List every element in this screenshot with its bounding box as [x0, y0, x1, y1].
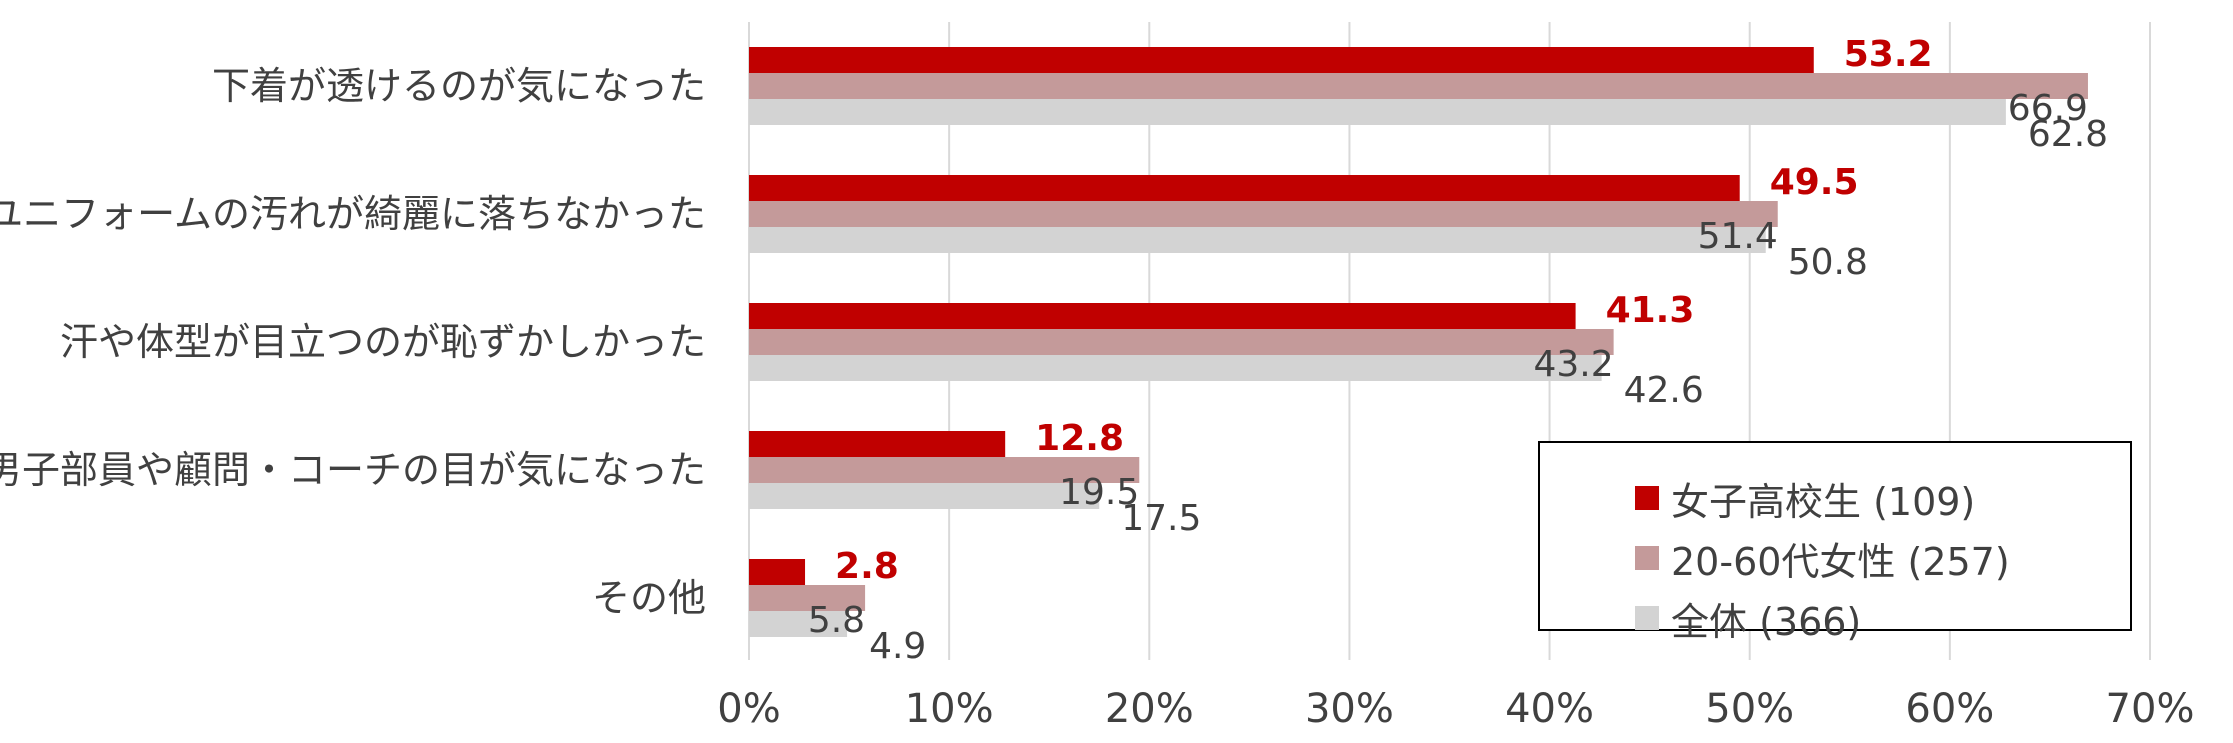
- bar: [749, 431, 1006, 457]
- data-label: 12.8: [1035, 418, 1124, 459]
- legend-item-series-3: 全体 (366): [1635, 593, 1862, 644]
- x-tick-label: 30%: [1305, 686, 1394, 732]
- bar: [749, 175, 1740, 201]
- data-label: 66.9: [2008, 88, 2088, 129]
- bar: [749, 611, 848, 637]
- x-tick-label: 70%: [2106, 686, 2195, 732]
- data-label: 49.5: [1770, 162, 1859, 203]
- bar: [749, 483, 1100, 509]
- data-label: 42.6: [1624, 370, 1704, 411]
- bar: [749, 201, 1778, 227]
- data-label: 53.2: [1844, 34, 1933, 75]
- bar: [749, 559, 806, 585]
- data-label: 4.9: [869, 626, 926, 667]
- legend-swatch-series-3: [1635, 606, 1659, 630]
- legend: 女子高校生 (109) 20-60代女性 (257) 全体 (366): [1538, 441, 2132, 644]
- category-label: その他: [592, 576, 706, 620]
- x-tick-labels: 0% 10% 20% 30% 40% 50% 60% 70%: [717, 686, 2194, 732]
- bar: [749, 99, 2006, 125]
- legend-label-series-2: 20-60代女性 (257): [1671, 539, 2010, 584]
- bars: [749, 47, 2088, 637]
- legend-label-series-3: 全体 (366): [1671, 599, 1862, 644]
- x-tick-label: 0%: [717, 686, 780, 732]
- x-tick-label: 50%: [1705, 686, 1794, 732]
- bar: [749, 227, 1766, 253]
- bar: [749, 355, 1602, 381]
- value-labels: 53.2 66.962.8 49.5 51.450.8 41.3 43.2 42.6 12.8…: [808, 34, 2108, 667]
- data-label: 5.8: [808, 600, 865, 641]
- bar: [749, 73, 2088, 99]
- bar: [749, 47, 1814, 73]
- data-label: 62.8: [2028, 114, 2108, 155]
- bar: [749, 585, 866, 611]
- category-label: 男子部員や顧問・コーチの目が気になった: [0, 448, 706, 492]
- legend-label-series-1: 女子高校生 (109): [1671, 479, 1976, 524]
- data-label: 41.3: [1606, 290, 1695, 331]
- x-tick-label: 40%: [1505, 686, 1594, 732]
- x-tick-label: 60%: [1905, 686, 1994, 732]
- legend-swatch-series-1: [1635, 486, 1659, 510]
- data-label: 51.4: [1698, 216, 1778, 257]
- x-tick-label: 10%: [905, 686, 994, 732]
- data-label: 2.8: [835, 546, 899, 587]
- legend-swatch-series-2: [1635, 546, 1659, 570]
- data-label: 43.2: [1533, 344, 1613, 385]
- category-label: 下着が透けるのが気になった: [212, 64, 706, 108]
- bar: [749, 457, 1140, 483]
- data-label: 17.5: [1121, 498, 1201, 539]
- data-label: 19.5: [1059, 472, 1139, 513]
- legend-item-series-1: 女子高校生 (109): [1635, 473, 1976, 524]
- bar: [749, 303, 1576, 329]
- category-labels: 下着が透けるのが気になったユニフォームの汚れが綺麗に落ちなかった汗や体型が目立つ…: [0, 64, 706, 620]
- category-label: 汗や体型が目立つのが恥ずかしかった: [60, 320, 706, 364]
- legend-item-series-2: 20-60代女性 (257): [1635, 533, 2010, 584]
- bar: [749, 329, 1614, 355]
- data-label: 50.8: [1788, 242, 1868, 283]
- x-tick-label: 20%: [1105, 686, 1194, 732]
- category-label: ユニフォームの汚れが綺麗に落ちなかった: [0, 192, 706, 236]
